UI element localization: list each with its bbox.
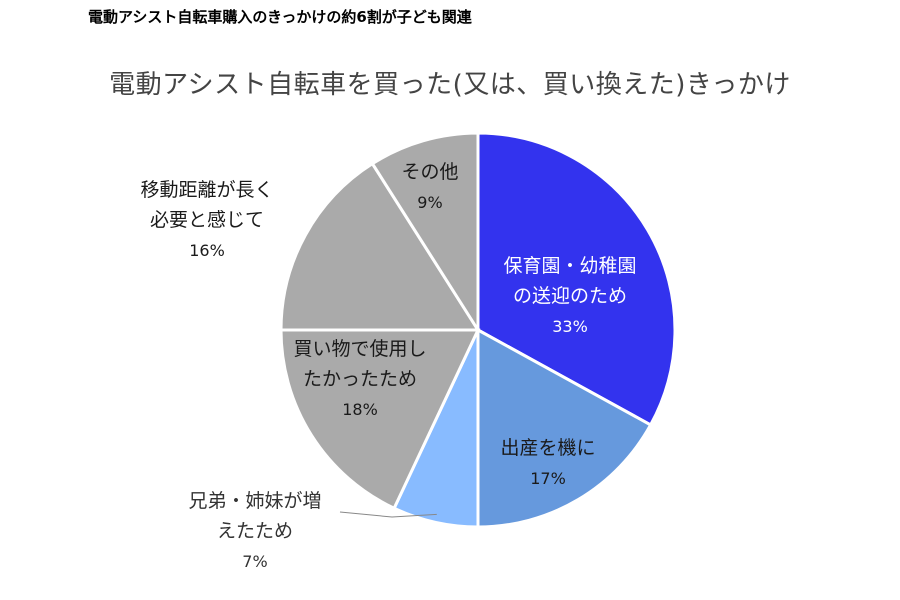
slice-percent: 16% [189, 241, 225, 260]
leader-line [339, 511, 437, 518]
slice-label-line: えたため [217, 520, 293, 542]
slice-label-line: たかったため [303, 368, 417, 390]
slice-percent: 18% [342, 400, 378, 419]
pie-slice [279, 328, 481, 511]
slice-label-line: 保育園・幼稚園 [503, 255, 636, 277]
slice-label: 買い物で使用したかったため 18% [293, 338, 426, 419]
slice-label: その他 9% [401, 161, 458, 212]
slice-label: 保育園・幼稚園の送迎のため 33% [503, 255, 636, 336]
slice-label-line: 買い物で使用し [293, 338, 426, 360]
slice-label-line: 出産を機に [500, 437, 595, 459]
slice-label: 移動距離が長く必要と感じて 16% [140, 179, 273, 260]
slice-label-line: その他 [401, 161, 458, 183]
page-heading: 電動アシスト自転車購入のきっかけの約6割が子ども関連 [88, 8, 472, 26]
slice-percent: 17% [530, 469, 566, 488]
pie-slice [370, 131, 480, 336]
slice-label-line: 兄弟・姉妹が増 [188, 490, 321, 512]
pie-slice [476, 131, 677, 427]
slice-label: 出産を機に 17% [500, 437, 595, 488]
slice-label: 兄弟・姉妹が増えたため 7% [188, 490, 321, 571]
pie-slice [476, 327, 653, 529]
slice-percent: 7% [242, 552, 267, 571]
slice-label-line: の送迎のため [513, 285, 627, 307]
pie-slice [279, 161, 481, 332]
chart-title: 電動アシスト自転車を買った(又は、買い換えた)きっかけ [109, 70, 791, 100]
slice-label-line: 必要と感じて [150, 209, 264, 231]
slice-percent: 33% [552, 317, 588, 336]
slice-label-line: 移動距離が長く [140, 179, 273, 201]
slice-percent: 9% [417, 193, 442, 212]
